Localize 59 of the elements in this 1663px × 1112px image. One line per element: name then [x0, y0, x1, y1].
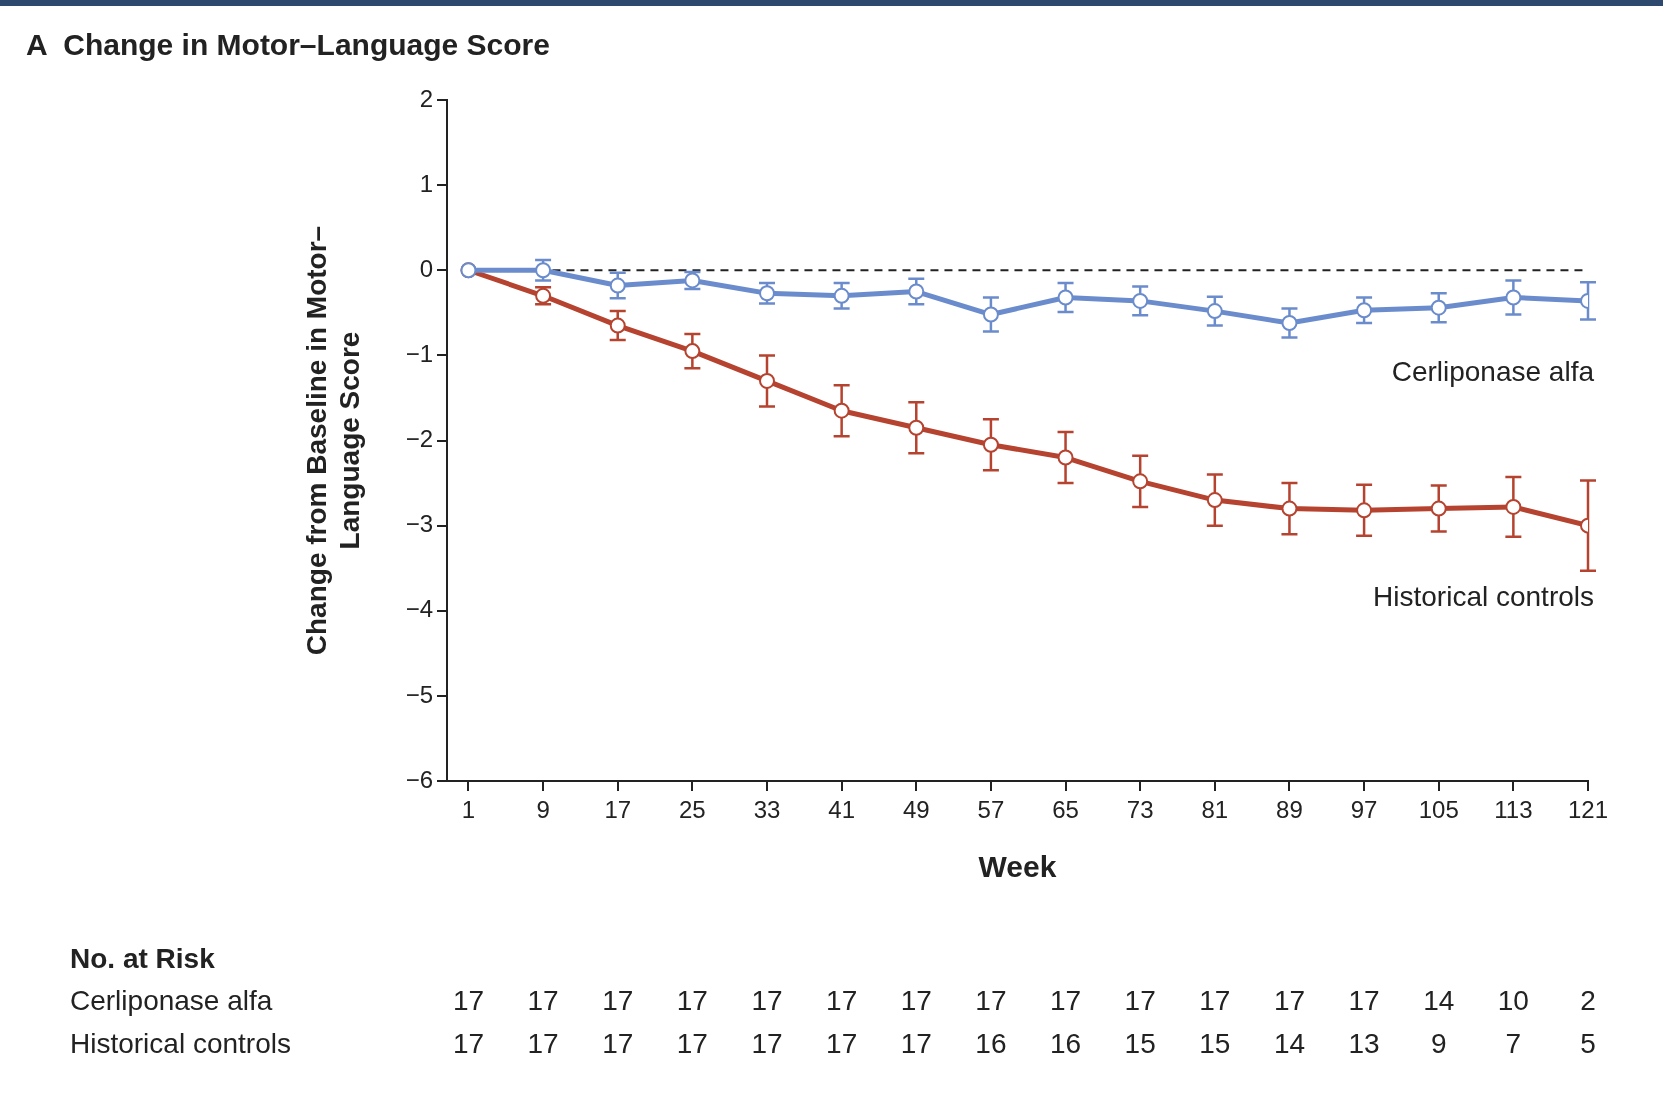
x-axis-title: Week	[978, 850, 1057, 884]
x-tick-label: 65	[1052, 796, 1079, 824]
y-tick-label: 2	[419, 84, 433, 112]
point	[833, 287, 850, 304]
y-axis-title: Change from Baseline in Motor–Language Score	[300, 225, 366, 656]
x-tick-label: 9	[536, 796, 550, 824]
point	[759, 372, 775, 389]
x-tick-label: 105	[1418, 796, 1459, 824]
series-label: Cerliponase alfa	[1391, 355, 1595, 387]
point	[833, 402, 850, 419]
series-label: Historical controls	[1373, 580, 1594, 612]
x-tick-label: 121	[1567, 796, 1609, 824]
point	[1356, 502, 1373, 519]
y-tick-label: −3	[405, 510, 433, 538]
point	[1057, 449, 1074, 466]
x-tick-label: 17	[604, 796, 632, 824]
y-tick-label: 1	[419, 169, 433, 197]
point	[1281, 500, 1298, 517]
y-tick-label: −1	[405, 340, 433, 367]
text: No. at Risk	[70, 943, 216, 974]
y-tick-label: −5	[405, 680, 433, 708]
x-tick-label: 25	[679, 796, 706, 824]
y-tick-label: −6	[405, 765, 433, 793]
point	[1132, 473, 1149, 490]
point	[1430, 299, 1447, 316]
point	[1281, 315, 1298, 332]
text: 17 17 17 17 17 17 17 16 16 15 15 14 13 9 7 5	[452, 1028, 1596, 1059]
x-tick-label: 41	[828, 796, 855, 824]
text: Cerliponase alfa	[70, 985, 273, 1016]
x-tick-label: 1	[461, 796, 476, 824]
point	[1206, 303, 1223, 320]
x-tick-label: 113	[1494, 796, 1533, 824]
x-tick-label: 73	[1126, 796, 1154, 824]
point	[1505, 289, 1522, 306]
x-tick-label: 97	[1350, 796, 1378, 824]
point	[1132, 292, 1149, 309]
x-tick-label: 33	[753, 796, 781, 824]
y-tick-label: −4	[405, 595, 433, 623]
x-tick-label: 57	[977, 796, 1005, 824]
y-tick-label: −2	[405, 425, 433, 453]
y-tick-label: 0	[419, 254, 433, 282]
chart-title: A Change in Motor–Language Score	[26, 28, 550, 62]
text: Historical controls	[70, 1028, 291, 1059]
point	[609, 277, 626, 294]
point	[1206, 492, 1223, 509]
point	[908, 419, 925, 436]
point	[1430, 500, 1447, 517]
point	[908, 283, 925, 300]
x-tick-label: 49	[902, 796, 930, 824]
x-tick-label: 89	[1276, 796, 1303, 824]
point	[982, 306, 999, 323]
point	[1057, 289, 1074, 306]
point	[1356, 302, 1373, 319]
point	[609, 317, 626, 334]
text: 17 17 17 17 17 17 17 17 17 17 17 17 17 14 10 2	[452, 985, 1596, 1016]
point	[982, 436, 999, 453]
point	[1505, 498, 1522, 515]
point	[684, 343, 701, 360]
x-tick-label: 81	[1201, 796, 1229, 824]
